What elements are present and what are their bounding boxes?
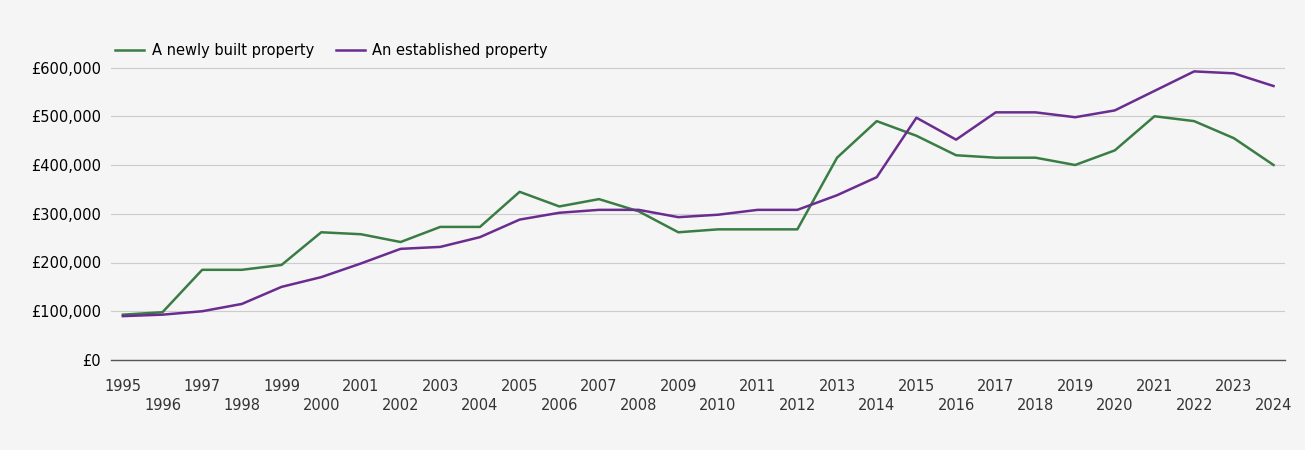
An established property bbox=[988, 110, 1004, 115]
An established property bbox=[512, 217, 527, 222]
An established property bbox=[115, 313, 130, 319]
A newly built property bbox=[115, 312, 130, 317]
A newly built property bbox=[790, 227, 805, 232]
A newly built property bbox=[630, 209, 646, 214]
A newly built property bbox=[1147, 113, 1163, 119]
An established property bbox=[750, 207, 766, 212]
A newly built property bbox=[1067, 162, 1083, 168]
A newly built property bbox=[750, 227, 766, 232]
Text: 2011: 2011 bbox=[739, 379, 776, 395]
An established property bbox=[829, 193, 844, 198]
An established property bbox=[869, 175, 885, 180]
Text: 2006: 2006 bbox=[540, 397, 578, 413]
Text: 1995: 1995 bbox=[104, 379, 141, 395]
An established property bbox=[274, 284, 290, 290]
Text: 2016: 2016 bbox=[937, 397, 975, 413]
An established property bbox=[1266, 83, 1282, 89]
An established property bbox=[393, 246, 408, 252]
A newly built property bbox=[194, 267, 210, 273]
A newly built property bbox=[869, 118, 885, 124]
An established property bbox=[790, 207, 805, 212]
A newly built property bbox=[432, 224, 448, 230]
An established property bbox=[552, 210, 568, 216]
A newly built property bbox=[1266, 162, 1282, 168]
Text: 2012: 2012 bbox=[779, 397, 816, 413]
A newly built property bbox=[1186, 118, 1202, 124]
Text: 2004: 2004 bbox=[461, 397, 499, 413]
A newly built property bbox=[949, 153, 964, 158]
Text: 2010: 2010 bbox=[699, 397, 737, 413]
A newly built property bbox=[512, 189, 527, 194]
A newly built property bbox=[274, 262, 290, 268]
Line: A newly built property: A newly built property bbox=[123, 116, 1274, 315]
Text: 2005: 2005 bbox=[501, 379, 538, 395]
An established property bbox=[472, 234, 488, 240]
A newly built property bbox=[710, 227, 726, 232]
Text: 2020: 2020 bbox=[1096, 397, 1134, 413]
A newly built property bbox=[671, 230, 686, 235]
A newly built property bbox=[908, 133, 924, 139]
Text: 2013: 2013 bbox=[818, 379, 856, 395]
Text: 2017: 2017 bbox=[977, 379, 1014, 395]
Text: 2014: 2014 bbox=[859, 397, 895, 413]
An established property bbox=[1186, 69, 1202, 74]
An established property bbox=[432, 244, 448, 250]
An established property bbox=[1107, 108, 1122, 113]
Text: 2024: 2024 bbox=[1255, 397, 1292, 413]
Text: 2022: 2022 bbox=[1176, 397, 1212, 413]
Text: 2023: 2023 bbox=[1215, 379, 1253, 395]
A newly built property bbox=[552, 204, 568, 209]
Text: 2018: 2018 bbox=[1017, 397, 1054, 413]
An established property bbox=[155, 312, 171, 317]
Legend: A newly built property, An established property: A newly built property, An established p… bbox=[115, 43, 548, 58]
A newly built property bbox=[472, 224, 488, 230]
A newly built property bbox=[313, 230, 329, 235]
Text: 2003: 2003 bbox=[422, 379, 459, 395]
An established property bbox=[1067, 115, 1083, 120]
A newly built property bbox=[829, 155, 844, 160]
An established property bbox=[1147, 88, 1163, 94]
Text: 2001: 2001 bbox=[342, 379, 380, 395]
An established property bbox=[234, 301, 249, 306]
Text: 2000: 2000 bbox=[303, 397, 341, 413]
Text: 2002: 2002 bbox=[382, 397, 419, 413]
An established property bbox=[908, 115, 924, 121]
Text: 2015: 2015 bbox=[898, 379, 936, 395]
An established property bbox=[313, 274, 329, 280]
Text: 1997: 1997 bbox=[184, 379, 221, 395]
An established property bbox=[949, 137, 964, 142]
A newly built property bbox=[354, 232, 369, 237]
A newly built property bbox=[393, 239, 408, 245]
Text: 2021: 2021 bbox=[1135, 379, 1173, 395]
A newly built property bbox=[234, 267, 249, 273]
A newly built property bbox=[988, 155, 1004, 160]
A newly built property bbox=[155, 310, 171, 315]
An established property bbox=[1225, 71, 1241, 76]
Text: 1996: 1996 bbox=[144, 397, 181, 413]
Text: 2008: 2008 bbox=[620, 397, 658, 413]
An established property bbox=[671, 215, 686, 220]
Text: 2007: 2007 bbox=[581, 379, 617, 395]
A newly built property bbox=[1027, 155, 1043, 160]
An established property bbox=[630, 207, 646, 212]
Text: 1998: 1998 bbox=[223, 397, 261, 413]
An established property bbox=[591, 207, 607, 212]
A newly built property bbox=[1107, 148, 1122, 153]
An established property bbox=[710, 212, 726, 217]
An established property bbox=[354, 261, 369, 266]
A newly built property bbox=[591, 196, 607, 202]
Text: 2019: 2019 bbox=[1057, 379, 1094, 395]
A newly built property bbox=[1225, 135, 1241, 141]
An established property bbox=[194, 309, 210, 314]
Text: 1999: 1999 bbox=[264, 379, 300, 395]
Line: An established property: An established property bbox=[123, 72, 1274, 316]
Text: 2009: 2009 bbox=[659, 379, 697, 395]
An established property bbox=[1027, 110, 1043, 115]
